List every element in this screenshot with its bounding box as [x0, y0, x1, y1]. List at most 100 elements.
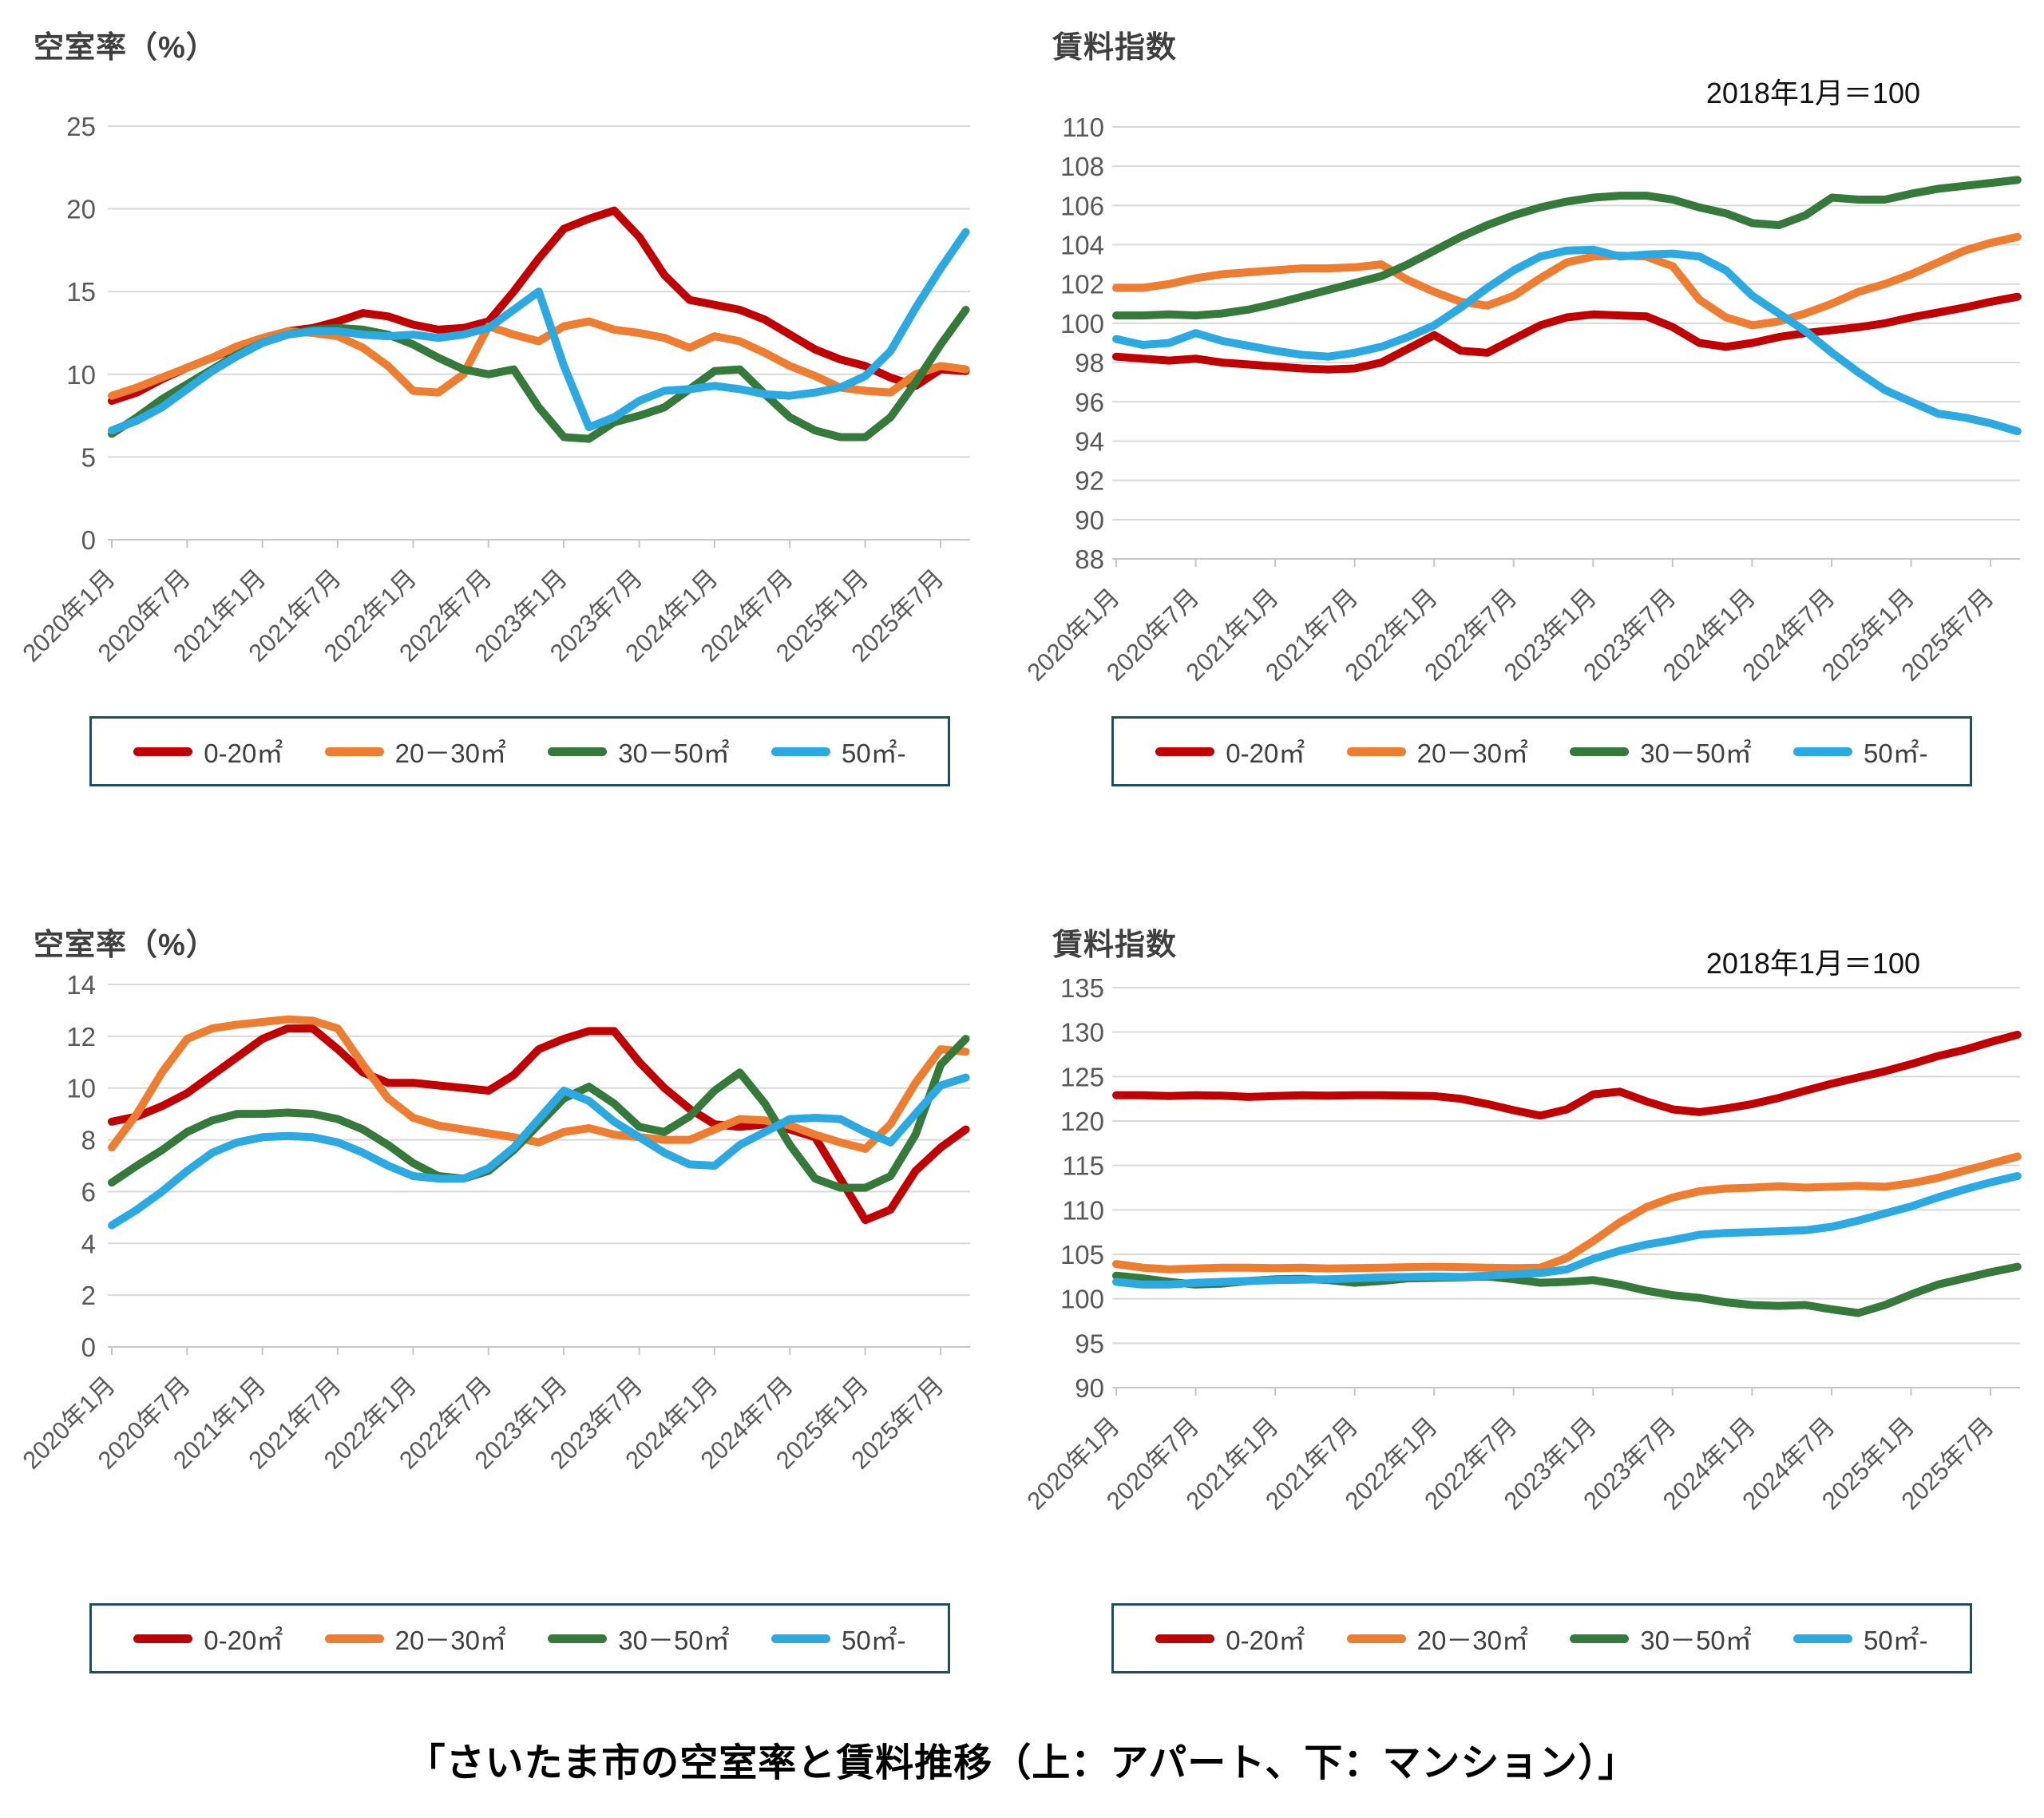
legend-apartment-rent: 0-20㎡ 20－30㎡ 30－50㎡ 50㎡- [1111, 716, 1972, 786]
legend-item-0-20㎡: 0-20㎡ [1155, 732, 1305, 770]
chart-title-mansion-vacancy: 空室率（%） [34, 929, 217, 962]
chart-title-apartment-vacancy: 空室率（%） [34, 31, 217, 65]
y-axis-label: 108 [1060, 152, 1104, 181]
chart-apartment-vacancy: 05101520252020年1月2020年7月2021年1月2021年7月20… [17, 112, 970, 667]
series-line-50㎡- [1112, 1172, 2022, 1289]
legend-swatch [1346, 1634, 1406, 1643]
legend-swatch [1570, 1634, 1630, 1643]
legend-swatch [1346, 747, 1406, 756]
legend-swatch [1155, 1634, 1215, 1643]
y-axis-label: 0 [81, 525, 96, 555]
y-axis-label: 8 [81, 1126, 96, 1155]
series-line-0-20㎡ [108, 1024, 970, 1225]
legend-item-30－50㎡: 30－50㎡ [548, 1619, 730, 1658]
series-line-20－30㎡ [1112, 232, 2022, 330]
legend-mansion-rent: 0-20㎡ 20－30㎡ 30－50㎡ 50㎡- [1111, 1603, 1972, 1673]
series-line-50㎡- [108, 228, 970, 435]
legend-label: 20－30㎡ [394, 1626, 507, 1655]
y-axis-label: 92 [1075, 466, 1104, 496]
legend-swatch [1792, 747, 1852, 756]
legend-item-20－30㎡: 20－30㎡ [1346, 1619, 1529, 1658]
legend-label: 30－50㎡ [1640, 739, 1752, 768]
legend-item-0-20㎡: 0-20㎡ [133, 1619, 283, 1658]
y-axis-label: 106 [1060, 191, 1104, 220]
y-axis-label: 90 [1075, 505, 1104, 535]
legend-item-20－30㎡: 20－30㎡ [324, 732, 507, 770]
y-axis-label: 4 [81, 1229, 96, 1258]
y-axis-label: 90 [1075, 1373, 1104, 1403]
legend-item-20－30㎡: 20－30㎡ [324, 1619, 507, 1658]
y-axis-label: 105 [1060, 1240, 1104, 1269]
series-line-20－30㎡ [108, 317, 970, 400]
legend-label: 50㎡- [841, 739, 906, 768]
legend-label: 50㎡- [841, 1626, 906, 1655]
legend-swatch [548, 1634, 608, 1643]
y-axis-label: 125 [1060, 1062, 1104, 1091]
legend-label: 30－50㎡ [618, 739, 730, 768]
legend-item-0-20㎡: 0-20㎡ [133, 732, 283, 770]
index-base-note-apartment: 2018年1月＝100 [1705, 77, 1920, 109]
y-axis-label: 10 [66, 360, 96, 390]
chart-mansion-vacancy: 024681012142020年1月2020年7月2021年1月2021年7月2… [17, 970, 970, 1475]
legend-swatch [324, 1634, 384, 1643]
legend-label: 0-20㎡ [1226, 739, 1305, 768]
legend-item-50㎡-: 50㎡- [1792, 1619, 1928, 1658]
series-line-20－30㎡ [1112, 1152, 2022, 1273]
y-axis-label: 0 [81, 1333, 96, 1362]
y-axis-label: 6 [81, 1177, 96, 1206]
legend-item-30－50㎡: 30－50㎡ [548, 732, 730, 770]
y-axis-label: 98 [1075, 348, 1104, 378]
legend-label: 50㎡- [1863, 739, 1928, 768]
y-axis-label: 15 [66, 277, 96, 307]
y-axis-label: 12 [66, 1022, 96, 1052]
index-base-note-mansion: 2018年1月＝100 [1705, 947, 1920, 980]
legend-swatch [324, 747, 384, 756]
y-axis-label: 100 [1060, 1285, 1104, 1314]
y-axis-label: 20 [66, 195, 96, 224]
legend-swatch [1792, 1634, 1852, 1643]
y-axis-label: 10 [66, 1074, 96, 1103]
y-axis-label: 2 [81, 1281, 96, 1310]
y-axis-label: 104 [1060, 231, 1104, 260]
y-axis-label: 115 [1062, 1151, 1104, 1181]
y-axis-label: 110 [1062, 113, 1104, 142]
y-axis-label: 96 [1075, 387, 1104, 417]
y-axis-label: 110 [1062, 1195, 1104, 1225]
chart-title-apartment-rent: 賃料指数 [1052, 31, 1178, 65]
legend-item-50㎡-: 50㎡- [1792, 732, 1928, 770]
y-axis-label: 120 [1060, 1107, 1104, 1136]
legend-label: 30－50㎡ [618, 1626, 730, 1655]
legend-item-20－30㎡: 20－30㎡ [1346, 732, 1529, 770]
series-line-20－30㎡ [108, 1015, 970, 1153]
legend-mansion-vacancy: 0-20㎡ 20－30㎡ 30－50㎡ 50㎡- [89, 1603, 950, 1673]
series-line-0-20㎡ [1112, 1031, 2022, 1120]
legend-label: 20－30㎡ [394, 739, 507, 768]
legend-swatch [133, 1634, 193, 1643]
legend-label: 30－50㎡ [1640, 1626, 1752, 1655]
series-line-50㎡- [108, 1073, 970, 1230]
series-line-0-20㎡ [1112, 292, 2022, 374]
legend-label: 50㎡- [1863, 1626, 1928, 1655]
legend-item-30－50㎡: 30－50㎡ [1570, 732, 1752, 770]
legend-swatch [770, 747, 830, 756]
legend-swatch [548, 747, 608, 756]
legend-item-50㎡-: 50㎡- [770, 1619, 906, 1658]
y-axis-label: 25 [66, 112, 96, 141]
legend-label: 20－30㎡ [1416, 739, 1529, 768]
figure-caption: 「さいたま市の空室率と賃料推移（上：アパート、下：マンション）」 [406, 1742, 1638, 1784]
legend-swatch [1155, 747, 1215, 756]
legend-label: 0-20㎡ [204, 739, 283, 768]
legend-item-30－50㎡: 30－50㎡ [1570, 1619, 1752, 1658]
legend-item-50㎡-: 50㎡- [770, 732, 906, 770]
legend-label: 0-20㎡ [1226, 1626, 1305, 1655]
chart-mansion-rent-index: 90951001051101151201251301352020年1月2020年… [1021, 973, 2022, 1515]
y-axis-label: 102 [1060, 270, 1104, 299]
legend-label: 20－30㎡ [1416, 1626, 1529, 1655]
series-line-0-20㎡ [108, 206, 970, 405]
series-line-30－50㎡ [1112, 176, 2022, 320]
y-axis-label: 88 [1075, 545, 1104, 574]
chart-apartment-rent-index: 8890929496981001021041061081102020年1月202… [1021, 113, 2022, 687]
series-line-50㎡- [1112, 245, 2022, 436]
y-axis-label: 130 [1060, 1018, 1104, 1048]
